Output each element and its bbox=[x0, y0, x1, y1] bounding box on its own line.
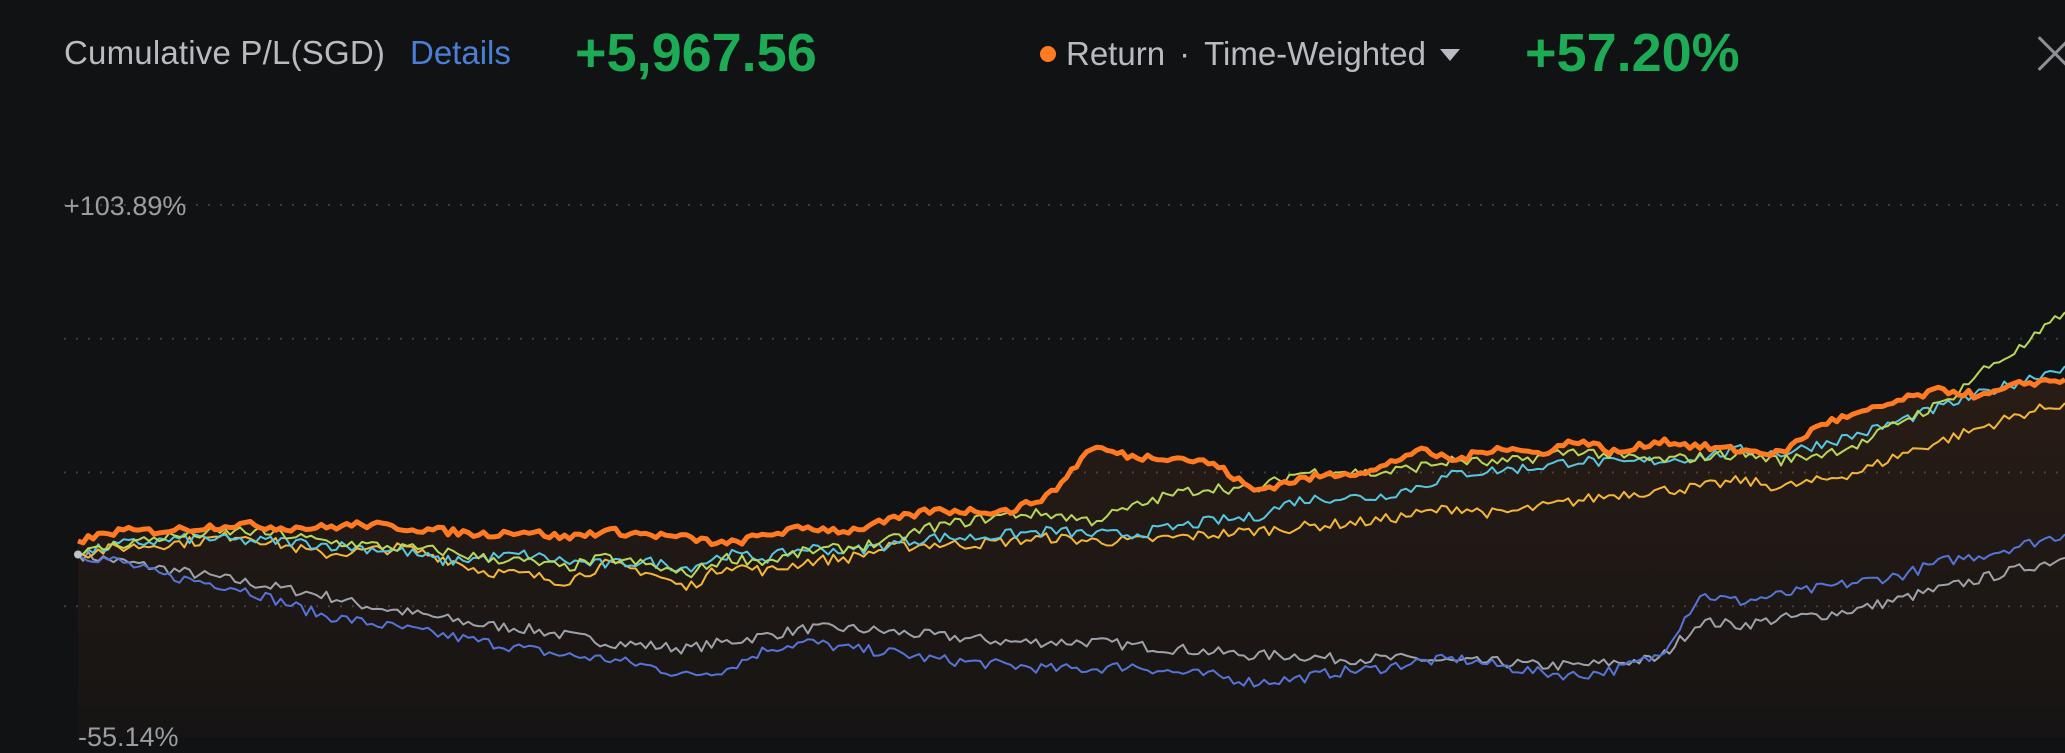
series-line-5 bbox=[77, 550, 2065, 671]
return-label: Return bbox=[1066, 35, 1166, 72]
separator: · bbox=[1179, 35, 1191, 72]
chart bbox=[64, 204, 2065, 737]
cumulative-pl-label: Cumulative P/L(SGD) bbox=[64, 34, 386, 71]
return-type-dropdown[interactable]: Return · Time-Weighted bbox=[1040, 34, 1460, 74]
cumulative-pl-value: +5,967.56 bbox=[575, 23, 817, 83]
portfolio-area bbox=[78, 379, 2065, 737]
header: Cumulative P/L(SGD) Details +5,967.56 Re… bbox=[0, 0, 2065, 110]
series-lines bbox=[77, 311, 2065, 688]
ytick-max: +103.89% bbox=[64, 191, 187, 221]
series-line-0 bbox=[77, 376, 2065, 548]
return-value: +57.20% bbox=[1525, 23, 1740, 83]
time-weighted-label: Time-Weighted bbox=[1204, 35, 1426, 72]
portfolio-legend-dot bbox=[1040, 46, 1056, 62]
close-icon[interactable] bbox=[2030, 30, 2065, 80]
details-link[interactable]: Details bbox=[410, 34, 511, 71]
start-point bbox=[74, 550, 82, 559]
series-line-4 bbox=[77, 533, 2065, 688]
series-line-1 bbox=[77, 311, 2065, 579]
caret-down-icon bbox=[1439, 49, 1460, 61]
ytick-min: -55.14% bbox=[78, 722, 179, 752]
series-line-3 bbox=[77, 402, 2065, 591]
